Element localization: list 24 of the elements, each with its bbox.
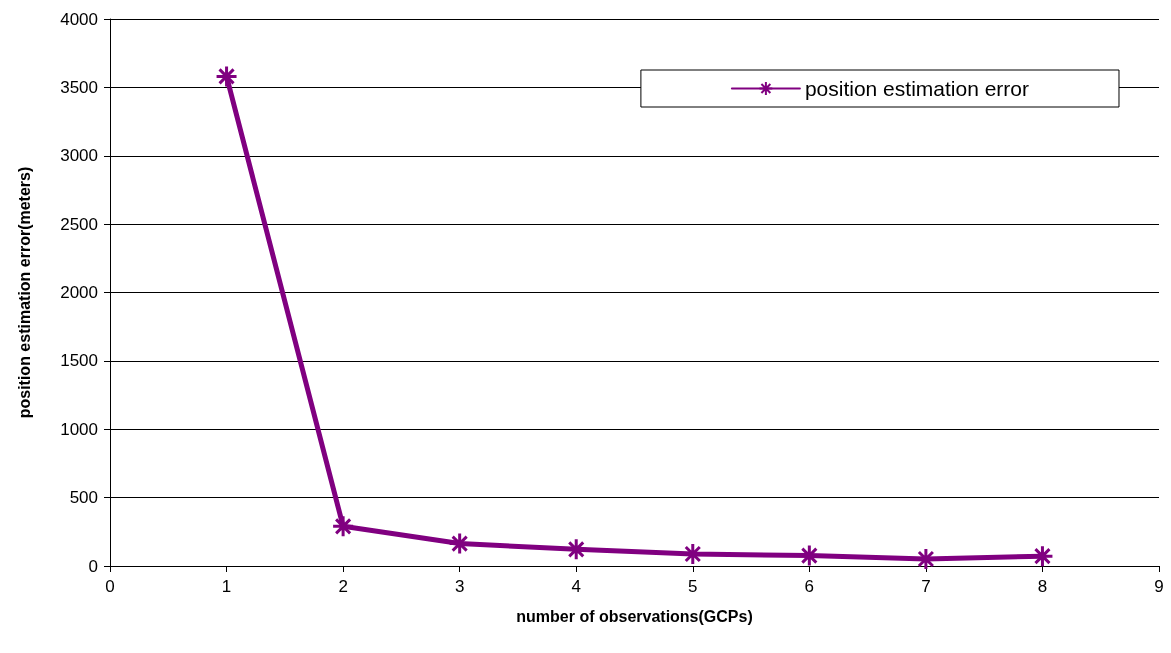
x-tick-label: 6 xyxy=(804,577,815,596)
x-tick-label: 1 xyxy=(221,577,232,596)
x-tick-label: 7 xyxy=(921,577,931,596)
x-tick-label: 2 xyxy=(338,577,348,596)
x-axis-title: number of observations(GCPs) xyxy=(516,607,753,625)
y-tick-label: 4000 xyxy=(60,9,98,29)
y-tick-label: 1000 xyxy=(60,419,98,439)
y-tick-label: 3000 xyxy=(60,146,98,166)
x-tick-label: 8 xyxy=(1037,577,1048,596)
x-tick-label: 3 xyxy=(454,577,465,596)
x-tick-label: 9 xyxy=(1154,577,1164,596)
x-tick-label: 5 xyxy=(688,577,698,596)
point xyxy=(215,64,239,88)
y-tick-label: 2000 xyxy=(60,283,98,302)
legend-label: position estimation error xyxy=(804,77,1030,100)
y-tick-label: 500 xyxy=(69,488,98,508)
y-axis-title: position estimation error(meters) xyxy=(15,166,33,419)
y-tick-label: 2500 xyxy=(60,214,98,234)
point xyxy=(331,514,355,538)
y-tick-label: 0 xyxy=(88,556,98,576)
y-tick-label: 3500 xyxy=(60,77,98,97)
x-tick-label: 0 xyxy=(105,577,115,596)
y-tick-label: 1500 xyxy=(60,351,98,371)
x-tick-label: 4 xyxy=(571,577,581,596)
